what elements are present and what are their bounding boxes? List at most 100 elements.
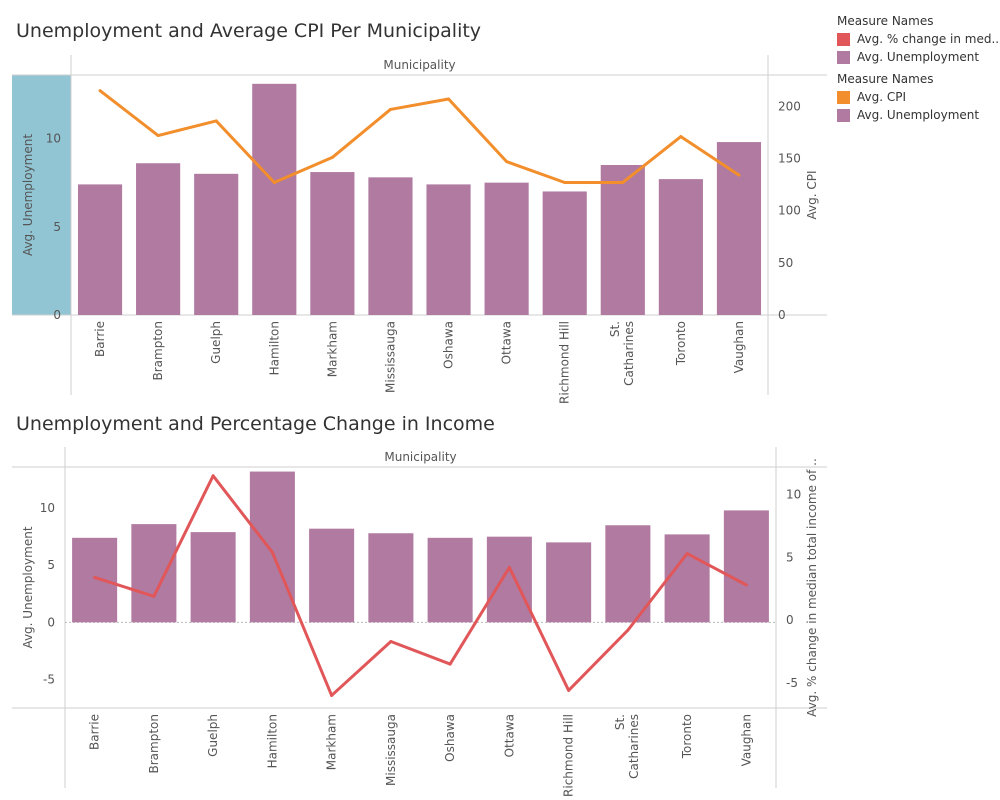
legend-label: Avg. Unemployment — [857, 108, 980, 122]
x-tick-label: Ottawa — [502, 714, 516, 757]
y2-tick-label: 100 — [778, 204, 801, 218]
y-axis-title: Avg. Unemployment — [21, 134, 35, 256]
chart2-title: Unemployment and Percentage Change in In… — [16, 413, 495, 435]
x-tick-label: Markham — [325, 714, 339, 770]
line-point — [214, 119, 218, 123]
y2-tick-label: 10 — [786, 488, 801, 502]
bar-barrie — [72, 537, 118, 623]
y2-tick-label: -5 — [786, 676, 798, 690]
line-series — [94, 474, 748, 697]
line-point — [679, 135, 683, 139]
chart-2: Municipality -5 0 5 10 -5 0 5 10 Avg. Unemploymen… — [12, 447, 827, 797]
x-tick-label: Guelph — [206, 714, 220, 757]
legend-swatch — [837, 90, 850, 104]
bar-ottawa — [484, 182, 529, 315]
line-point — [626, 628, 630, 632]
bar-barrie — [77, 184, 123, 315]
legend-item-unemployment[interactable]: Avg. Unemployment — [837, 50, 999, 64]
line-point — [505, 160, 509, 164]
x-tick-label: Hamilton — [267, 321, 281, 375]
x-tick-label: Mississauga — [384, 714, 398, 786]
bar-oshawa — [426, 184, 471, 315]
bar-brampton — [136, 163, 181, 315]
y-tick-label: -5 — [43, 672, 55, 686]
bar-hamilton — [249, 471, 295, 623]
line-point — [685, 552, 689, 556]
x-tick-label: Toronto — [680, 714, 694, 759]
x-tick-label: Guelph — [209, 321, 223, 364]
bar-guelph — [190, 532, 236, 623]
line-point — [388, 107, 392, 111]
x-tick-label: Ottawa — [500, 321, 514, 364]
y-tick-label: 5 — [53, 220, 61, 234]
x-tick-label: Oshawa — [443, 714, 457, 762]
legend: Measure Names Avg. % change in med.. Avg… — [837, 14, 999, 130]
legend-title: Measure Names — [837, 14, 934, 28]
x-tick-label-part: St. — [613, 714, 627, 730]
bar-guelph — [194, 173, 239, 315]
x-tick-label: Toronto — [674, 321, 688, 366]
bar-mississauga — [368, 177, 413, 315]
line-point — [211, 474, 215, 478]
line-point — [389, 639, 393, 643]
x-tick-label: Richmond Hill — [558, 321, 572, 404]
y2-tick-label: 0 — [786, 613, 794, 627]
line-point — [744, 583, 748, 587]
y2-tick-label: 5 — [786, 550, 794, 564]
x-tick-label: Vaughan — [732, 321, 746, 373]
legend-title: Measure Names — [837, 72, 934, 86]
legend-label: Avg. CPI — [857, 90, 907, 104]
column-header: Municipality — [383, 58, 455, 72]
chart1-title: Unemployment and Average CPI Per Municip… — [16, 20, 482, 42]
column-header: Municipality — [384, 450, 456, 464]
line-point — [330, 693, 334, 697]
bar-ottawa — [486, 536, 532, 623]
bar-mississauga — [368, 533, 414, 623]
line-series — [99, 89, 740, 184]
y2-tick-label: 150 — [778, 151, 801, 165]
y-tick-label: 10 — [46, 132, 61, 146]
bar-st-catharines — [605, 525, 651, 623]
x-tick-label: Barrie — [93, 321, 107, 357]
bar-oshawa — [427, 537, 473, 623]
y-tick-label: 0 — [47, 615, 55, 629]
bar-vaughan — [716, 142, 762, 315]
y-tick-label: 5 — [47, 558, 55, 572]
line-point — [567, 688, 571, 692]
line-point — [156, 134, 160, 138]
x-tick-label: Vaughan — [739, 714, 753, 766]
line-point — [621, 180, 625, 184]
line-point — [507, 565, 511, 569]
legend-item-income-change[interactable]: Avg. % change in med.. — [837, 32, 999, 46]
bar-markham — [310, 172, 355, 315]
legend-label: Avg. Unemployment — [857, 50, 980, 64]
x-tick-label: Brampton — [147, 714, 161, 773]
legend-swatch — [837, 108, 850, 122]
y2-axis-title: Avg. % change in median total income of … — [805, 458, 819, 717]
line-point — [152, 594, 156, 598]
line-point — [737, 173, 741, 177]
bar-hamilton — [252, 83, 297, 315]
line-point — [93, 575, 97, 579]
x-tick-label: Brampton — [151, 321, 165, 380]
legend-group-cpi: Measure Names Avg. CPI Avg. Unemployment — [837, 72, 999, 122]
y-tick-label: 0 — [53, 308, 61, 322]
legend-item-cpi[interactable]: Avg. CPI — [837, 90, 999, 104]
y-axis-highlight — [12, 75, 71, 315]
bar-vaughan — [723, 510, 769, 623]
x-tick-label: Hamilton — [265, 714, 279, 768]
y-tick-label: 10 — [40, 501, 55, 515]
x-tick-label: St.Catharines — [608, 321, 636, 386]
y2-tick-label: 50 — [778, 256, 793, 270]
y2-axis-title: Avg. CPI — [805, 170, 819, 219]
legend-swatch — [837, 32, 850, 46]
bar-richmond-hill — [542, 191, 587, 315]
x-tick-label-part: Catharines — [622, 321, 636, 386]
line-point — [447, 97, 451, 101]
line-point — [330, 155, 334, 159]
x-tick-label: St.Catharines — [613, 714, 641, 779]
bar-markham — [309, 528, 355, 623]
legend-item-unemployment[interactable]: Avg. Unemployment — [837, 108, 999, 122]
